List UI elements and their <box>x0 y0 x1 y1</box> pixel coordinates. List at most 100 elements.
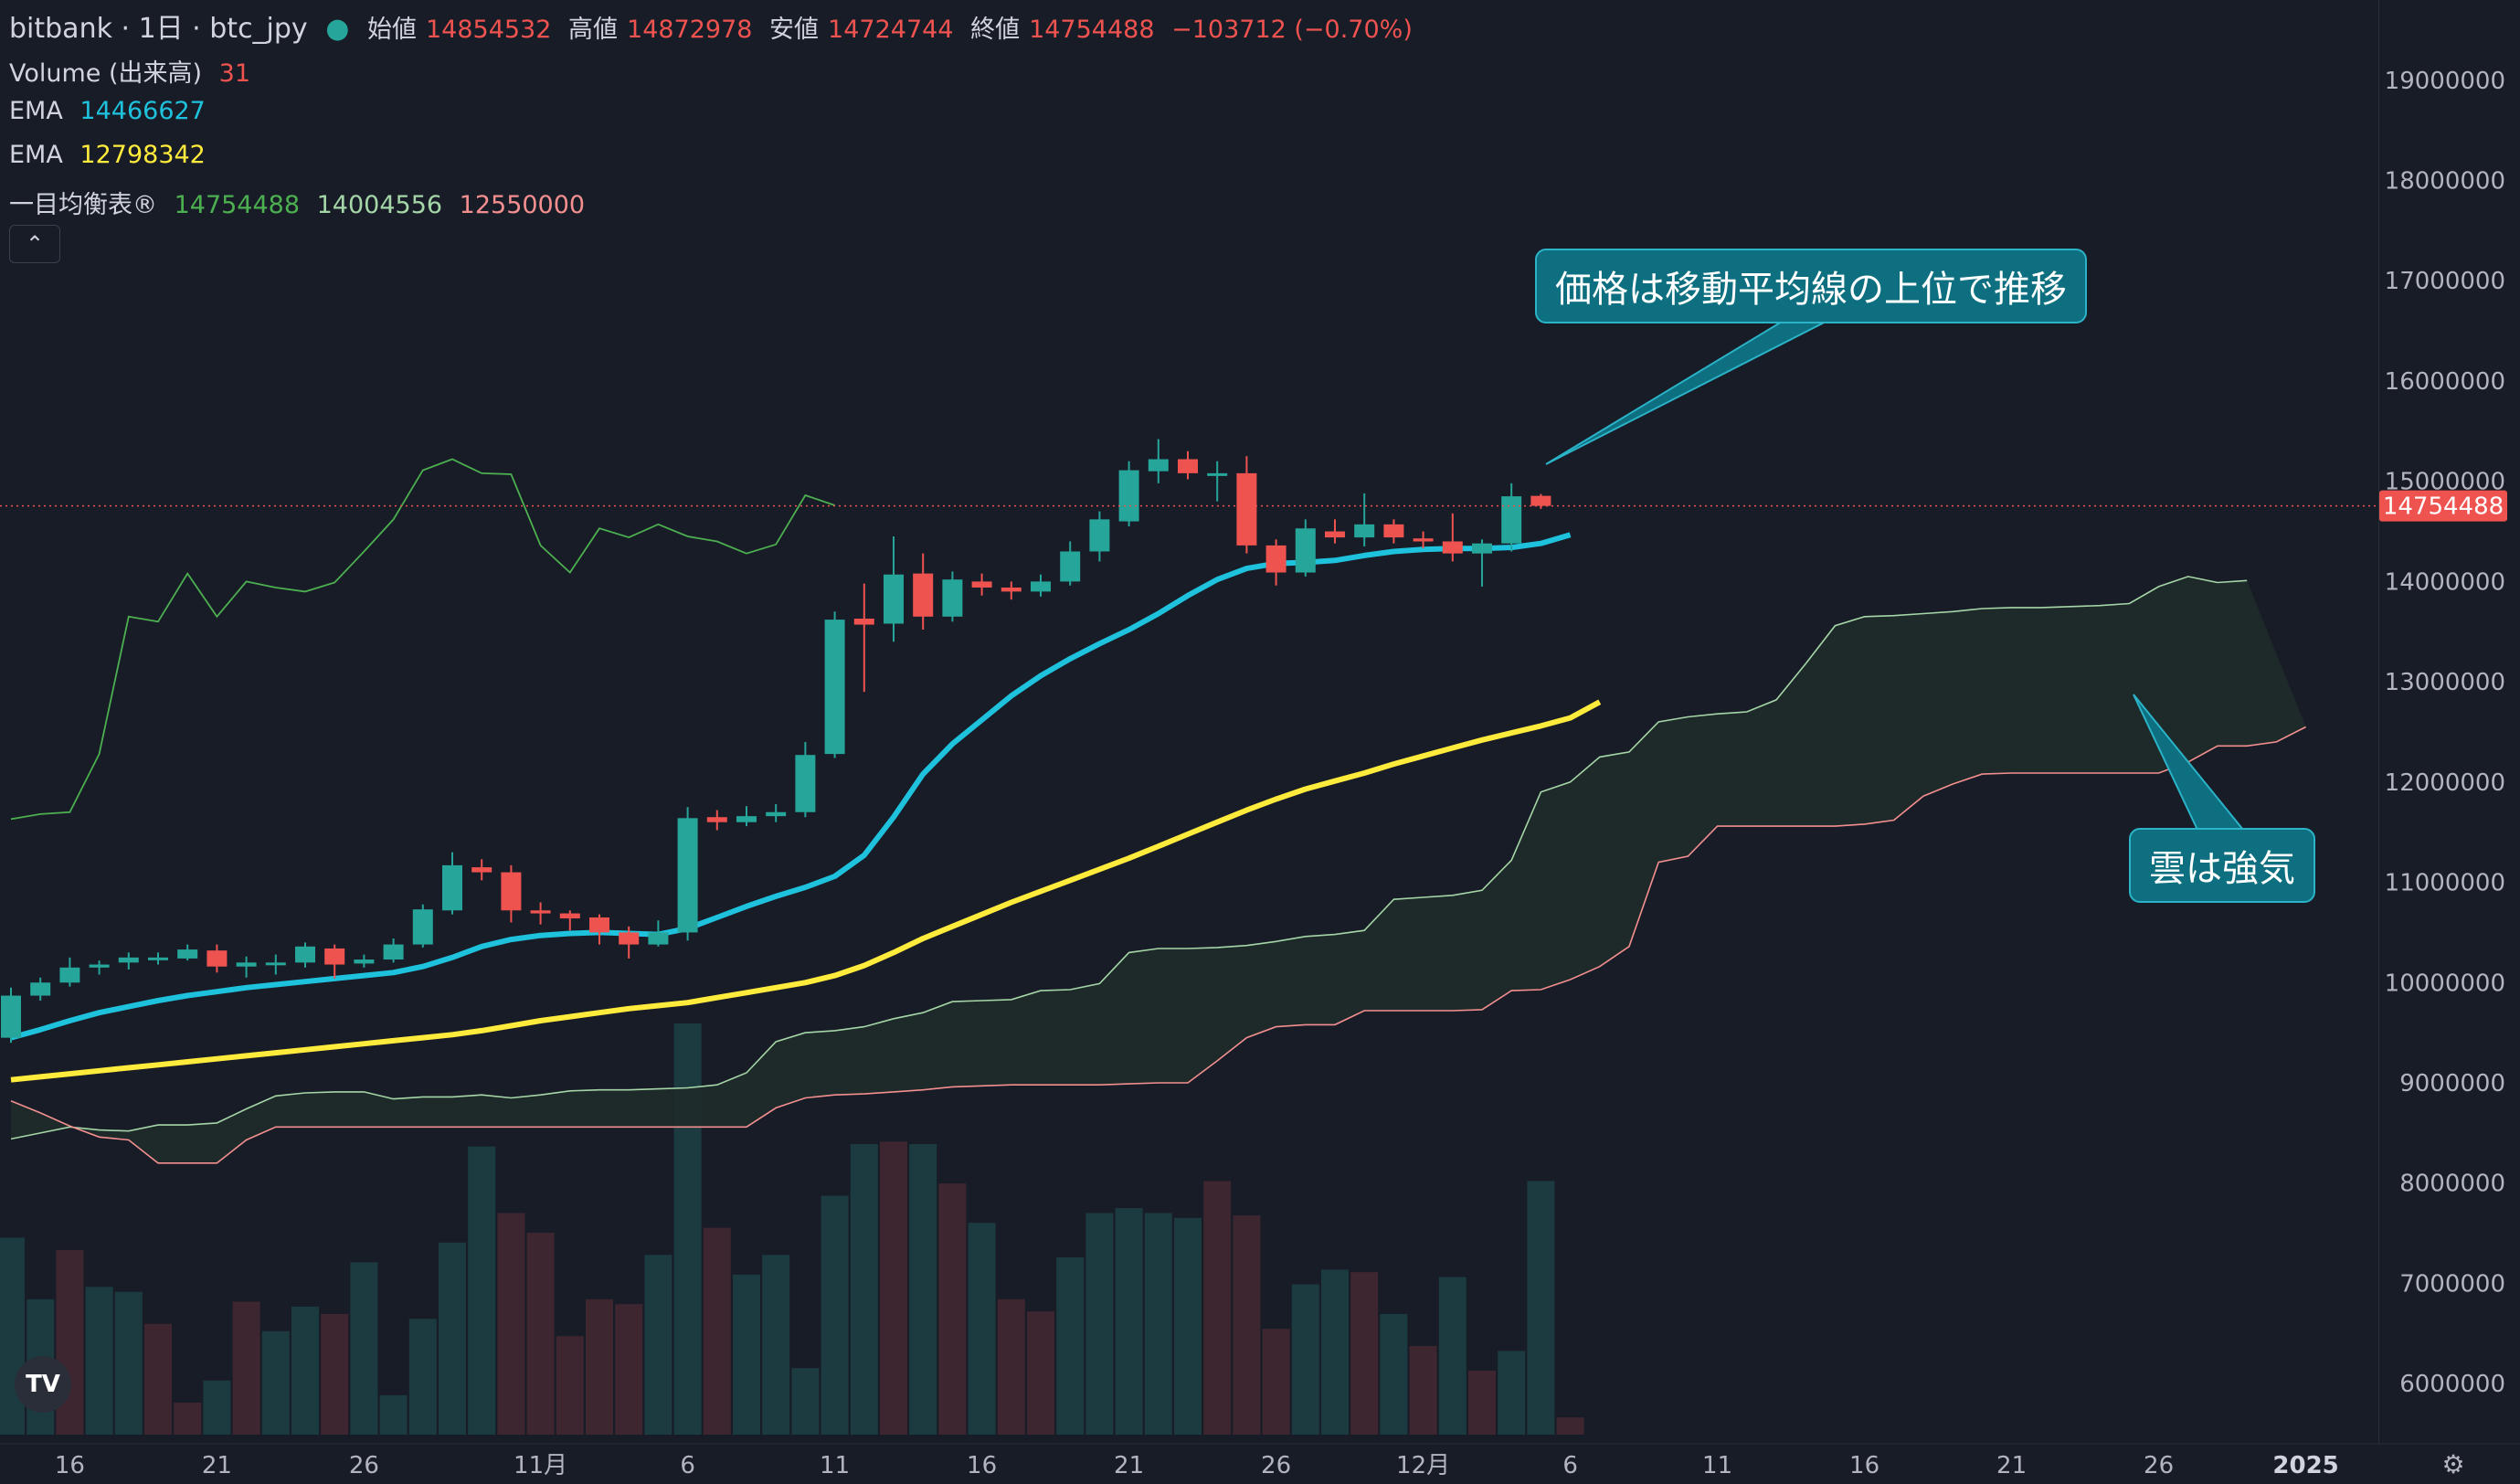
candle-body <box>177 949 198 959</box>
volume-bar <box>1438 1277 1466 1435</box>
candle-body <box>1265 545 1286 573</box>
y-tick-label: 13000000 <box>2385 669 2505 696</box>
volume-bar <box>673 1023 702 1435</box>
candle-body <box>648 932 669 945</box>
volume-bar <box>1027 1311 1054 1435</box>
candle-body <box>295 946 315 963</box>
candle-body <box>206 950 228 967</box>
volume-bar <box>733 1274 760 1435</box>
volume-bar <box>497 1213 525 1435</box>
x-tick-label: 16 <box>55 1452 85 1479</box>
candle-body <box>1530 495 1551 506</box>
volume-bar <box>114 1291 143 1435</box>
candle-body <box>1001 587 1022 592</box>
x-tick-label: 2025 <box>2272 1452 2338 1479</box>
volume-bar <box>615 1304 643 1435</box>
low-value: 14724744 <box>828 16 954 44</box>
y-tick-label: 12000000 <box>2385 769 2505 797</box>
tradingview-logo-icon[interactable]: TV <box>15 1356 71 1413</box>
x-tick-label: 26 <box>349 1452 379 1479</box>
y-tick-label: 9000000 <box>2399 1070 2505 1097</box>
x-tick-label: 26 <box>1261 1452 1291 1479</box>
candle-body <box>853 618 874 625</box>
candle-body <box>265 962 286 966</box>
y-tick-label: 17000000 <box>2385 268 2505 295</box>
x-tick-label: 12月 <box>1396 1452 1450 1479</box>
volume-bar <box>291 1306 319 1435</box>
candle-body <box>118 957 139 963</box>
market-status-icon: ● <box>325 13 350 45</box>
volume-bar <box>1115 1208 1143 1435</box>
volume-bar <box>1350 1272 1379 1435</box>
candle-body <box>1354 524 1375 538</box>
candle-body <box>383 944 404 960</box>
x-tick-label: 6 <box>680 1452 695 1479</box>
volume-bar <box>1527 1181 1555 1435</box>
volume-bar <box>408 1319 437 1435</box>
candle-body <box>706 817 727 822</box>
y-tick-label: 11000000 <box>2385 870 2505 897</box>
price-scale-border <box>2378 0 2379 1444</box>
volume-bar <box>791 1368 820 1435</box>
candle-body <box>236 962 257 967</box>
volume-bar <box>1144 1213 1172 1435</box>
candle-body <box>1295 528 1316 573</box>
volume-bar <box>1321 1269 1349 1435</box>
candle-body <box>412 909 433 945</box>
volume-bar <box>821 1195 849 1435</box>
y-tick-label: 19000000 <box>2385 68 2505 95</box>
candle-body <box>354 959 375 964</box>
x-tick-label: 6 <box>1562 1452 1578 1479</box>
candle-body <box>1413 538 1434 542</box>
candle-body <box>1207 472 1228 476</box>
y-tick-label: 18000000 <box>2385 168 2505 196</box>
candle-body <box>795 755 816 812</box>
leading-span-a-line <box>10 576 2248 1140</box>
chevron-up-icon: ⌃ <box>25 231 45 257</box>
settings-icon[interactable]: ⚙ <box>2441 1449 2465 1479</box>
candle-body <box>1236 472 1257 546</box>
candle-body <box>1383 524 1404 538</box>
candle-body <box>677 818 698 933</box>
volume-bar <box>1203 1181 1232 1435</box>
price-callout[interactable]: 価格は移動平均線の上位で推移 <box>1535 249 2087 323</box>
symbol-title[interactable]: bitbank · 1日 · btc_jpy <box>9 13 308 45</box>
volume-bar <box>232 1301 260 1435</box>
volume-bar <box>1174 1217 1202 1435</box>
last-price-badge <box>2379 490 2507 522</box>
change-value: −103712 (−0.70%) <box>1171 16 1413 44</box>
x-tick-label: 26 <box>2144 1452 2174 1479</box>
volume-bar <box>880 1141 907 1435</box>
candle-body <box>1060 551 1081 582</box>
ema-slow-legend[interactable]: EMA 12798342 <box>9 141 215 169</box>
candle-body <box>736 816 757 822</box>
volume-bar <box>174 1402 202 1435</box>
ichimoku-legend[interactable]: 一目均衡表® 14754488 14004556 12550000 <box>9 185 594 220</box>
candle-body <box>559 913 580 919</box>
close-label: 終値 <box>970 16 1021 44</box>
x-tick-label: 11月 <box>514 1452 567 1479</box>
volume-bar <box>85 1287 113 1435</box>
volume-bar <box>1233 1215 1261 1435</box>
lagging-span-line <box>10 458 835 821</box>
x-tick-label: 11 <box>1702 1452 1732 1479</box>
candle-body <box>1178 459 1198 473</box>
volume-legend[interactable]: Volume (出来高) 31 <box>9 53 259 89</box>
candle-body <box>766 811 787 817</box>
candle-body <box>59 967 80 983</box>
leading-span-b-line <box>10 726 2306 1164</box>
close-value: 14754488 <box>1029 16 1155 44</box>
volume-bar <box>1468 1370 1496 1435</box>
y-tick-label: 16000000 <box>2385 368 2505 396</box>
volume-bar <box>261 1330 290 1435</box>
collapse-legend-button[interactable]: ⌃ <box>9 225 60 263</box>
cloud-callout[interactable]: 雲は強気 <box>2129 828 2315 903</box>
candle-body <box>971 581 992 588</box>
volume-bar <box>203 1380 231 1435</box>
ichimoku-value-3: 12550000 <box>459 191 586 219</box>
volume-bar <box>850 1143 878 1435</box>
ema-fast-legend[interactable]: EMA 14466627 <box>9 97 215 125</box>
y-tick-label: 14000000 <box>2385 568 2505 596</box>
